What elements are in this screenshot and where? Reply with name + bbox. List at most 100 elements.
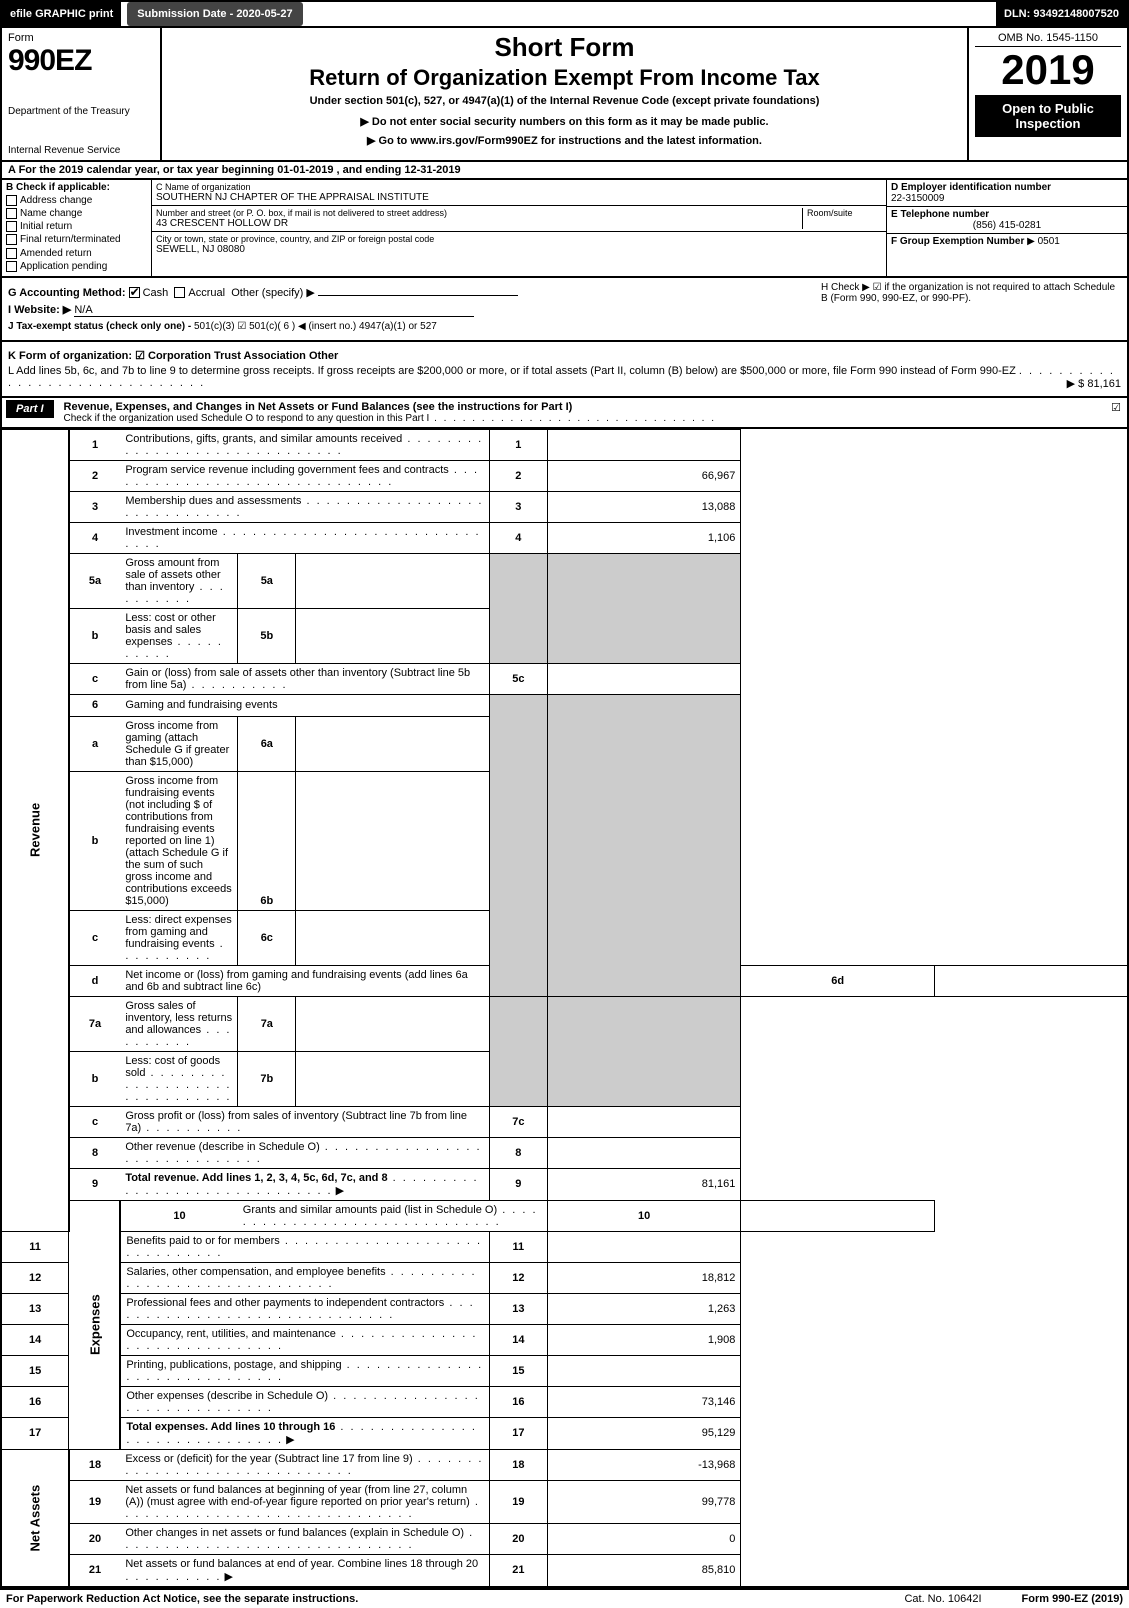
part-1-table: Revenue 1 Contributions, gifts, grants, … (0, 429, 1129, 1588)
paperwork-notice: For Paperwork Reduction Act Notice, see … (6, 1593, 358, 1605)
part-1-checkbox[interactable]: ☑ (1105, 398, 1127, 417)
dln-label: DLN: 93492148007520 (996, 2, 1127, 26)
line-16-desc: Other expenses (describe in Schedule O) (126, 1390, 328, 1402)
line-16-value: 73,146 (547, 1386, 741, 1417)
chk-amended-return[interactable]: Amended return (6, 248, 147, 259)
chk-application-pending[interactable]: Application pending (6, 261, 147, 272)
section-b-checkboxes: B Check if applicable: Address change Na… (2, 180, 152, 276)
line-20-desc: Other changes in net assets or fund bala… (125, 1527, 464, 1539)
line-9-desc: Total revenue. Add lines 1, 2, 3, 4, 5c,… (125, 1172, 387, 1184)
line-4-desc: Investment income (125, 526, 217, 538)
line-7c-value (547, 1106, 741, 1137)
cat-no: Cat. No. 10642I (904, 1593, 981, 1605)
line-2-value: 66,967 (547, 460, 741, 491)
c-addr-label: Number and street (or P. O. box, if mail… (156, 208, 802, 218)
org-city: SEWELL, NJ 08080 (156, 244, 882, 255)
header-left: Form 990EZ Department of the Treasury In… (2, 28, 162, 160)
line-3-desc: Membership dues and assessments (125, 495, 301, 507)
b-label: B Check if applicable: (6, 182, 147, 193)
e-phone-label: E Telephone number (891, 209, 1123, 220)
entity-info-block: B Check if applicable: Address change Na… (0, 180, 1129, 278)
chk-cash[interactable] (129, 287, 140, 298)
line-7a-value (296, 996, 490, 1051)
goto-link[interactable]: ▶ Go to www.irs.gov/Form990EZ for instru… (172, 134, 957, 147)
line-19-value: 99,778 (547, 1480, 741, 1523)
under-section: Under section 501(c), 527, or 4947(a)(1)… (172, 95, 957, 107)
line-6a-desc: Gross income from gaming (attach Schedul… (125, 720, 229, 768)
line-21-value: 85,810 (547, 1554, 741, 1587)
revenue-side-label: Revenue (1, 429, 69, 1231)
line-5c-desc: Gain or (loss) from sale of assets other… (125, 667, 470, 691)
line-5b-value (296, 608, 490, 663)
line-11-value (547, 1231, 741, 1262)
netassets-side-label: Net Assets (1, 1449, 69, 1587)
line-6a-value (296, 716, 490, 771)
room-suite-label: Room/suite (807, 208, 882, 218)
line-14-desc: Occupancy, rent, utilities, and maintena… (126, 1328, 336, 1340)
line-10-desc: Grants and similar amounts paid (list in… (243, 1204, 497, 1216)
page-footer: For Paperwork Reduction Act Notice, see … (0, 1588, 1129, 1608)
line-6d-desc: Net income or (loss) from gaming and fun… (125, 969, 467, 993)
line-15-value (547, 1355, 741, 1386)
i-website-label: I Website: ▶ (8, 304, 71, 316)
line-13-value: 1,263 (547, 1293, 741, 1324)
line-19-desc: Net assets or fund balances at beginning… (125, 1484, 469, 1508)
line-5a-value (296, 553, 490, 608)
section-d-e-f: D Employer identification number 22-3150… (887, 180, 1127, 276)
dept-treasury: Department of the Treasury (8, 106, 154, 117)
line-9-value: 81,161 (547, 1168, 741, 1200)
line-17-value: 95,129 (547, 1417, 741, 1449)
line-6b-desc: Gross income from fundraising events (no… (125, 775, 231, 907)
org-street: 43 CRESCENT HOLLOW DR (156, 218, 802, 229)
d-ein-label: D Employer identification number (891, 182, 1123, 193)
chk-address-change[interactable]: Address change (6, 195, 147, 206)
j-options[interactable]: 501(c)(3) ☑ 501(c)( 6 ) ◀ (insert no.) 4… (194, 321, 437, 332)
c-name-label: C Name of organization (156, 182, 882, 192)
row-a-tax-year: A For the 2019 calendar year, or tax yea… (0, 162, 1129, 180)
chk-accrual[interactable] (174, 287, 185, 298)
kl-block: K Form of organization: ☑ Corporation Tr… (0, 342, 1129, 398)
h-schedule-b: H Check ▶ ☑ if the organization is not r… (821, 282, 1121, 304)
line-8-value (547, 1137, 741, 1168)
line-1-value (547, 429, 741, 460)
part-1-title: Revenue, Expenses, and Changes in Net As… (64, 401, 573, 413)
tax-year: 2019 (975, 49, 1121, 91)
line-11-desc: Benefits paid to or for members (126, 1235, 279, 1247)
line-3-value: 13,088 (547, 491, 741, 522)
g-label: G Accounting Method: (8, 287, 126, 299)
expenses-side-label: Expenses (69, 1200, 121, 1449)
form-word: Form (8, 32, 154, 44)
chk-initial-return[interactable]: Initial return (6, 221, 147, 232)
f-group-label: F Group Exemption Number (891, 236, 1024, 247)
line-8-desc: Other revenue (describe in Schedule O) (125, 1141, 319, 1153)
section-c-name-address: C Name of organization SOUTHERN NJ CHAPT… (152, 180, 887, 276)
j-tax-exempt-label: J Tax-exempt status (check only one) - (8, 321, 191, 332)
line-18-value: -13,968 (547, 1449, 741, 1480)
line-15-desc: Printing, publications, postage, and shi… (126, 1359, 341, 1371)
top-bar: efile GRAPHIC print Submission Date - 20… (0, 0, 1129, 28)
chk-final-return[interactable]: Final return/terminated (6, 234, 147, 245)
header-center: Short Form Return of Organization Exempt… (162, 28, 967, 160)
ssn-warning: ▶ Do not enter social security numbers o… (172, 115, 957, 128)
group-exemption-value: ▶ 0501 (1027, 236, 1060, 247)
line-20-value: 0 (547, 1523, 741, 1554)
line-1-desc: Contributions, gifts, grants, and simila… (125, 433, 402, 445)
header-right: OMB No. 1545-1150 2019 Open to Public In… (967, 28, 1127, 160)
line-6-desc: Gaming and fundraising events (125, 699, 277, 711)
efile-label[interactable]: efile GRAPHIC print (2, 2, 121, 26)
short-form-title: Short Form (172, 32, 957, 63)
line-10-value (741, 1200, 935, 1231)
k-form-org[interactable]: K Form of organization: ☑ Corporation Tr… (8, 349, 1121, 362)
line-21-desc: Net assets or fund balances at end of ye… (125, 1558, 478, 1570)
chk-name-change[interactable]: Name change (6, 208, 147, 219)
return-title: Return of Organization Exempt From Incom… (172, 65, 957, 91)
line-17-desc: Total expenses. Add lines 10 through 16 (126, 1421, 335, 1433)
submission-date-label: Submission Date - 2020-05-27 (127, 2, 302, 26)
form-number: 990EZ (8, 44, 154, 78)
other-specify-input[interactable] (318, 295, 518, 296)
omb-number: OMB No. 1545-1150 (975, 32, 1121, 47)
ein-value: 22-3150009 (891, 193, 1123, 204)
line-6c-value (296, 910, 490, 965)
line-5c-value (547, 663, 741, 694)
form-name-footer: Form 990-EZ (2019) (1022, 1593, 1123, 1605)
